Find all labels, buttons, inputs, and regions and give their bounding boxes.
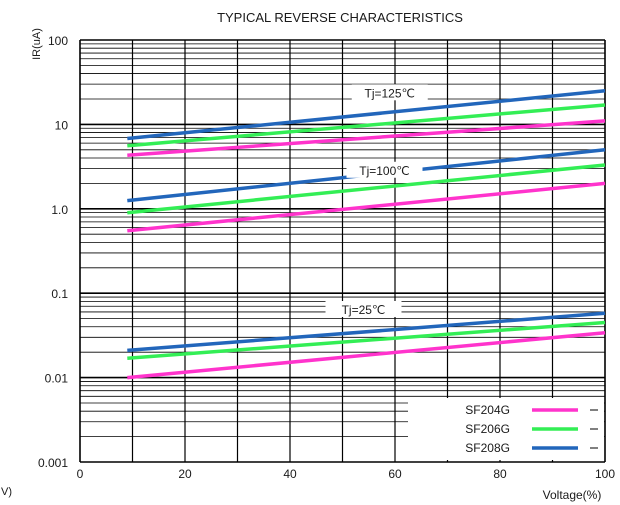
x-axis-label: Voltage(%): [543, 488, 602, 502]
legend-label-sf208g: SF208G: [465, 441, 510, 455]
series-line-sf208g-group-1: [127, 89, 606, 141]
series-lines: [127, 89, 606, 380]
annotation-box: [325, 300, 402, 317]
legend-label-sf204g: SF204G: [465, 403, 510, 417]
y-tick-label: 0.1: [51, 287, 68, 301]
annotation-label: Tj=25℃: [342, 303, 386, 317]
series-line-sf206g-group-3: [127, 320, 606, 360]
x-tick-label: 100: [595, 467, 615, 481]
x-tick-label: 80: [493, 467, 507, 481]
series-line-sf208g-group-3: [127, 311, 606, 353]
y-tick-label: 10: [55, 118, 69, 132]
y-tick-label: 100: [48, 34, 68, 48]
annotation-box: [351, 84, 428, 101]
annotation-label: Tj=125℃: [364, 86, 415, 100]
series-line-sf206g-group-2: [127, 163, 606, 215]
x-tick-label: 0: [77, 467, 84, 481]
series-line-sf206g-group-1: [127, 103, 606, 148]
tick-labels: 100 10 1.0 0.1 0.01 0.001 0 20 40 60 80 100: [38, 34, 615, 481]
legend-label-sf206g: SF206G: [465, 422, 510, 436]
annotation-box: [346, 161, 423, 178]
y-tick-label: 1.0: [51, 203, 68, 217]
chart-title: TYPICAL REVERSE CHARACTERISTICS: [217, 10, 463, 25]
y-tick-label: 0.001: [38, 456, 68, 470]
series-line-sf204g-group-1: [127, 119, 606, 158]
edge-axis-fragment: V): [1, 486, 12, 498]
x-tick-label: 40: [283, 467, 297, 481]
x-tick-label: 20: [178, 467, 192, 481]
temperature-annotations: Tj=125℃ Tj=100℃ Tj=25℃: [325, 84, 428, 317]
y-axis-label: IR(uA): [31, 28, 43, 60]
annotation-label: Tj=100℃: [359, 164, 410, 178]
y-tick-label: 0.01: [45, 372, 69, 386]
series-line-sf204g-group-3: [127, 330, 606, 380]
legend: SF204G SF206G SF208G: [408, 398, 604, 460]
x-tick-label: 60: [388, 467, 402, 481]
series-line-sf204g-group-2: [127, 181, 606, 233]
